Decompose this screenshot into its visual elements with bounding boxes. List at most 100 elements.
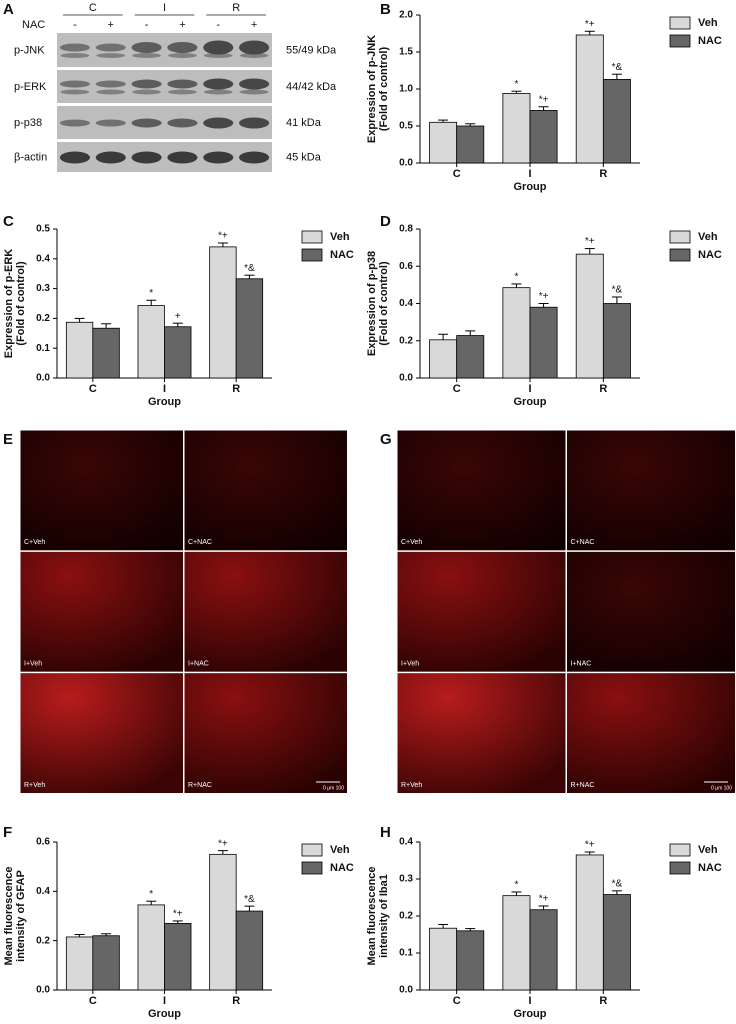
significance: *+ (539, 94, 549, 105)
error-bar (172, 920, 183, 924)
bar (456, 930, 485, 991)
bar (456, 335, 485, 379)
bar (235, 910, 264, 991)
band (95, 43, 126, 52)
error-bar (438, 924, 449, 929)
legend-swatch (301, 861, 323, 875)
band (239, 89, 269, 95)
band (131, 79, 162, 89)
x-tick-label: R (599, 168, 607, 180)
bar (164, 923, 192, 991)
x-tick-label: R (599, 995, 607, 1007)
x-tick-label: I (163, 383, 166, 395)
x-tick-label: R (599, 383, 607, 395)
legend-label: NAC (698, 862, 722, 874)
y-tick-label: 0.2 (399, 911, 413, 922)
treatment-sign: + (251, 19, 257, 31)
y-axis-label: Mean fluorescence (366, 866, 378, 965)
error-bar (511, 891, 522, 896)
x-tick-label: C (453, 383, 461, 395)
y-tick-label: 0.0 (399, 985, 413, 996)
treatment-sign: + (179, 19, 185, 31)
cell-label: R+Veh (401, 782, 422, 789)
significance: *+ (585, 236, 595, 247)
bar (92, 327, 120, 379)
treatment-sign: - (145, 19, 149, 31)
band (203, 40, 234, 55)
micrograph (567, 430, 735, 551)
band (131, 151, 162, 164)
micrograph (20, 551, 183, 672)
bar (529, 909, 558, 991)
y-axis-label: intensity of Iba1 (378, 874, 390, 958)
bar (429, 121, 458, 164)
x-tick-label: R (232, 383, 240, 395)
cell-label: I+NAC (188, 661, 209, 668)
error-bar (584, 851, 595, 855)
y-tick-label: 0.0 (36, 985, 50, 996)
x-tick-label: C (89, 995, 97, 1007)
y-tick-label: 0.4 (399, 837, 413, 848)
cell-label: I+NAC (571, 661, 592, 668)
error-bar (438, 333, 449, 340)
band (131, 42, 162, 53)
error-bar (217, 242, 228, 247)
significance: *+ (539, 894, 549, 905)
bar (502, 895, 531, 991)
significance: *& (612, 62, 623, 73)
y-tick-label: 0.5 (399, 121, 413, 132)
treatment-sign: - (216, 19, 220, 31)
bar (209, 246, 237, 379)
cell-label: R+Veh (24, 782, 45, 789)
significance: *+ (539, 291, 549, 302)
bar (529, 110, 558, 164)
y-tick-label: 0.2 (36, 313, 50, 324)
micrograph (397, 430, 566, 551)
micrograph (184, 430, 347, 551)
band (203, 151, 234, 164)
cell-label: C+NAC (188, 539, 212, 546)
cell-label: C+Veh (24, 539, 45, 546)
y-axis-label: intensity of GFAP (15, 870, 27, 962)
y-tick-label: 0.8 (399, 224, 413, 235)
error-bar (146, 900, 157, 905)
micrograph (397, 551, 566, 672)
band (95, 119, 126, 127)
band (239, 78, 270, 90)
group-label: I (163, 2, 166, 14)
micrograph (567, 551, 735, 672)
x-tick-label: R (232, 995, 240, 1007)
x-axis-label: Group (514, 396, 547, 408)
bar (209, 853, 237, 991)
group-label: R (232, 2, 240, 14)
blot-strip (57, 70, 272, 103)
bar (602, 303, 631, 379)
x-axis-label: Group (148, 1008, 181, 1020)
panel-letter: F (3, 824, 12, 841)
micrograph (397, 673, 566, 793)
legend-swatch (669, 843, 691, 857)
micrograph (184, 551, 347, 672)
scale-label: 0 μm 100 (711, 785, 732, 791)
band (203, 89, 233, 95)
error-bar (538, 106, 549, 111)
y-axis-label: (Fold of control) (378, 47, 390, 132)
legend-label: NAC (698, 35, 722, 47)
error-bar (244, 274, 255, 279)
band (59, 151, 90, 164)
bar (575, 253, 604, 379)
error-bar (611, 890, 622, 895)
significance: *+ (585, 840, 595, 851)
bar (92, 935, 120, 991)
group-label: C (89, 2, 97, 14)
band (203, 117, 234, 129)
y-tick-label: 0.0 (399, 158, 413, 169)
significance: + (175, 311, 181, 322)
x-axis-label: Group (514, 1008, 547, 1020)
bar (235, 278, 264, 379)
panel-letter: A (3, 1, 14, 18)
y-tick-label: 0.6 (399, 261, 413, 272)
cell-label: R+NAC (188, 782, 212, 789)
band (203, 78, 234, 90)
x-tick-label: I (528, 383, 531, 395)
